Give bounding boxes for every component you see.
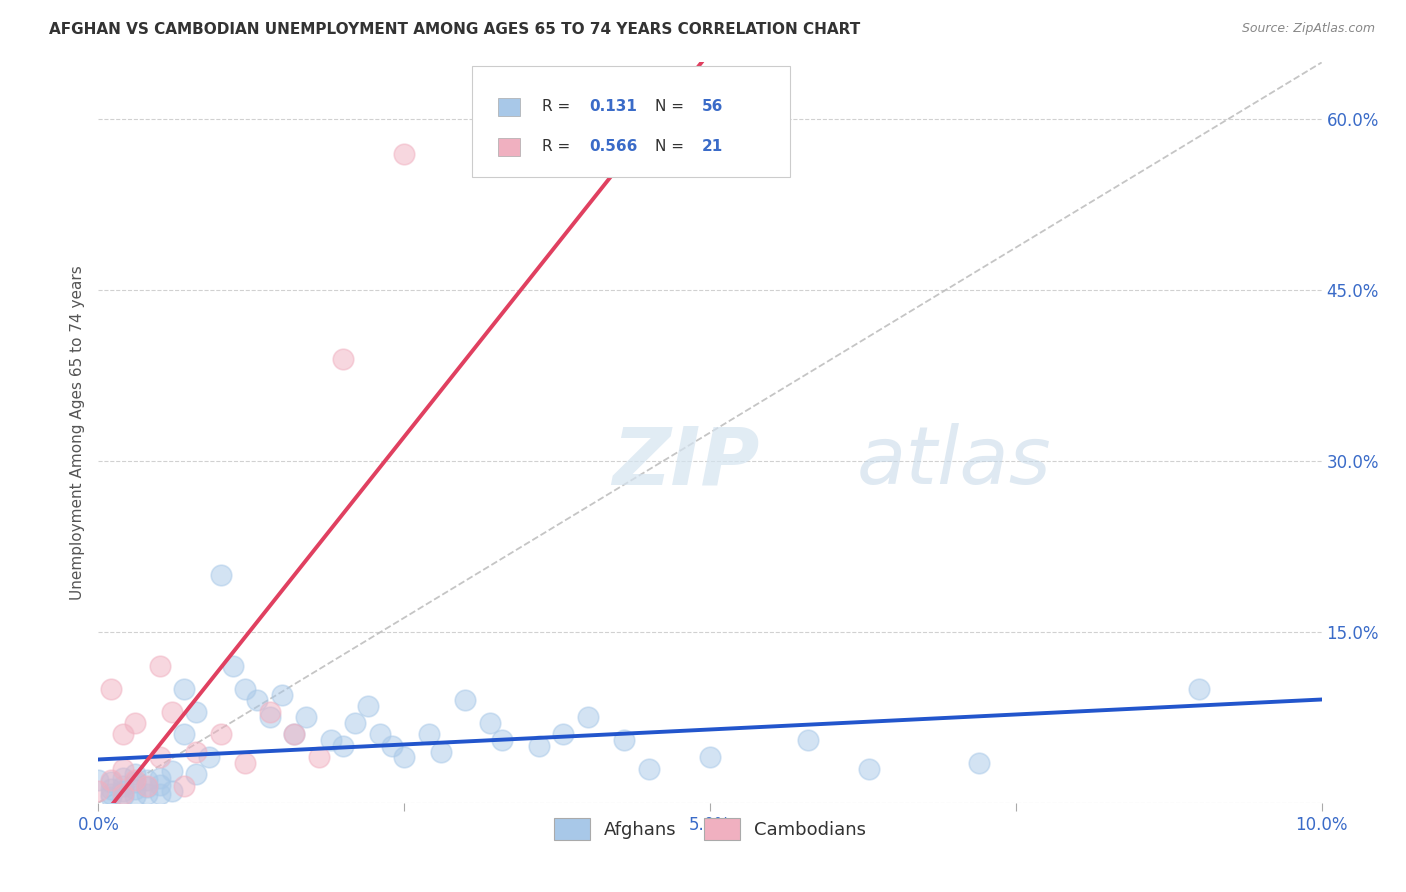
Text: 56: 56: [702, 99, 723, 114]
Point: [124, 716, 146, 731]
Point: [283, 727, 305, 741]
Point: [149, 787, 172, 801]
Point: [160, 784, 183, 798]
Point: [1188, 681, 1211, 696]
Point: [392, 750, 416, 764]
Text: ZIP: ZIP: [612, 423, 759, 501]
Point: [100, 775, 122, 789]
Y-axis label: Unemployment Among Ages 65 to 74 years: Unemployment Among Ages 65 to 74 years: [69, 265, 84, 600]
Point: [111, 771, 134, 785]
Point: [186, 745, 208, 759]
Point: [332, 351, 354, 366]
Point: [87, 784, 110, 798]
Point: [100, 790, 122, 805]
Point: [858, 762, 880, 776]
Point: [149, 750, 172, 764]
FancyBboxPatch shape: [498, 137, 520, 156]
Point: [430, 745, 453, 759]
Text: R =: R =: [543, 99, 575, 114]
Point: [246, 693, 269, 707]
Point: [576, 710, 599, 724]
Point: [478, 716, 501, 731]
Text: atlas: atlas: [856, 423, 1052, 501]
Point: [699, 750, 721, 764]
Point: [356, 698, 378, 713]
Point: [392, 146, 416, 161]
Point: [344, 716, 367, 731]
Text: AFGHAN VS CAMBODIAN UNEMPLOYMENT AMONG AGES 65 TO 74 YEARS CORRELATION CHART: AFGHAN VS CAMBODIAN UNEMPLOYMENT AMONG A…: [49, 22, 860, 37]
Text: 0.566: 0.566: [589, 138, 637, 153]
Point: [124, 775, 146, 789]
Point: [967, 756, 990, 770]
Point: [527, 739, 550, 753]
Text: 21: 21: [702, 138, 723, 153]
Point: [111, 762, 134, 776]
Point: [637, 762, 661, 776]
Point: [100, 772, 122, 787]
Point: [111, 727, 134, 741]
Point: [797, 733, 820, 747]
Point: [295, 710, 318, 724]
Point: [136, 780, 159, 794]
FancyBboxPatch shape: [498, 98, 520, 117]
Point: [124, 782, 146, 797]
Point: [173, 681, 195, 696]
Point: [87, 772, 110, 787]
Point: [100, 782, 122, 797]
Point: [553, 727, 575, 741]
Point: [209, 568, 232, 582]
Point: [160, 764, 183, 778]
Point: [259, 705, 281, 719]
Point: [186, 705, 208, 719]
FancyBboxPatch shape: [471, 66, 790, 178]
Point: [319, 733, 342, 747]
Point: [332, 739, 354, 753]
Point: [222, 659, 245, 673]
Point: [308, 750, 330, 764]
Point: [613, 733, 636, 747]
Point: [111, 789, 134, 803]
Point: [270, 688, 292, 702]
Text: N =: N =: [655, 138, 689, 153]
Point: [124, 789, 146, 803]
Point: [233, 681, 256, 696]
Point: [491, 733, 513, 747]
Point: [124, 767, 146, 781]
Point: [136, 772, 159, 787]
Point: [233, 756, 256, 770]
Point: [209, 727, 232, 741]
Text: R =: R =: [543, 138, 575, 153]
Point: [418, 727, 440, 741]
Legend: Afghans, Cambodians: Afghans, Cambodians: [544, 809, 876, 849]
Point: [160, 705, 183, 719]
Point: [381, 739, 404, 753]
Point: [149, 778, 172, 792]
Point: [149, 659, 172, 673]
Point: [173, 727, 195, 741]
Text: Source: ZipAtlas.com: Source: ZipAtlas.com: [1241, 22, 1375, 36]
Point: [111, 787, 134, 801]
Point: [173, 779, 195, 793]
Point: [100, 681, 122, 696]
Point: [136, 787, 159, 801]
Point: [186, 767, 208, 781]
Point: [368, 727, 391, 741]
Point: [100, 787, 122, 801]
Text: 0.131: 0.131: [589, 99, 637, 114]
Point: [124, 772, 146, 787]
Point: [454, 693, 477, 707]
Point: [283, 727, 305, 741]
Point: [111, 784, 134, 798]
Point: [149, 771, 172, 785]
Point: [111, 779, 134, 793]
Point: [136, 779, 159, 793]
Point: [259, 710, 281, 724]
Text: N =: N =: [655, 99, 689, 114]
Point: [197, 750, 219, 764]
